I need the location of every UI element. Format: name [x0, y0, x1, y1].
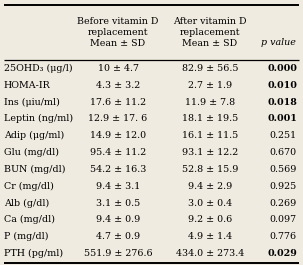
- Text: 9.2 ± 0.6: 9.2 ± 0.6: [188, 215, 232, 224]
- Text: 0.776: 0.776: [270, 232, 297, 241]
- Text: After vitamin D
replacement
Mean ± SD: After vitamin D replacement Mean ± SD: [173, 17, 247, 48]
- Text: 3.1 ± 0.5: 3.1 ± 0.5: [96, 198, 140, 207]
- Text: Cr (mg/dl): Cr (mg/dl): [4, 182, 54, 191]
- Text: 52.8 ± 15.9: 52.8 ± 15.9: [182, 165, 238, 174]
- Text: Alb (g/dl): Alb (g/dl): [4, 198, 49, 208]
- Text: 0.001: 0.001: [267, 114, 297, 123]
- Text: Ins (μiu/ml): Ins (μiu/ml): [4, 98, 60, 107]
- Text: 54.2 ± 16.3: 54.2 ± 16.3: [90, 165, 146, 174]
- Text: 9.4 ± 2.9: 9.4 ± 2.9: [188, 182, 232, 191]
- Text: 4.7 ± 0.9: 4.7 ± 0.9: [96, 232, 140, 241]
- Text: 25OHD₃ (μg/l): 25OHD₃ (μg/l): [4, 64, 73, 73]
- Text: 0.251: 0.251: [270, 131, 297, 140]
- Text: Adip (μg/ml): Adip (μg/ml): [4, 131, 64, 140]
- Text: 4.3 ± 3.2: 4.3 ± 3.2: [96, 81, 140, 90]
- Text: 0.269: 0.269: [270, 198, 297, 207]
- Text: Leptin (ng/ml): Leptin (ng/ml): [4, 114, 73, 123]
- Text: PTH (pg/ml): PTH (pg/ml): [4, 249, 63, 258]
- Text: 9.4 ± 3.1: 9.4 ± 3.1: [96, 182, 140, 191]
- Text: 95.4 ± 11.2: 95.4 ± 11.2: [90, 148, 146, 157]
- Text: 2.7 ± 1.9: 2.7 ± 1.9: [188, 81, 232, 90]
- Text: 10 ± 4.7: 10 ± 4.7: [98, 64, 138, 73]
- Text: 4.9 ± 1.4: 4.9 ± 1.4: [188, 232, 232, 241]
- Text: 0.670: 0.670: [270, 148, 297, 157]
- Text: 434.0 ± 273.4: 434.0 ± 273.4: [176, 249, 244, 258]
- Text: p value: p value: [261, 38, 295, 47]
- Text: 82.9 ± 56.5: 82.9 ± 56.5: [182, 64, 238, 73]
- Text: Glu (mg/dl): Glu (mg/dl): [4, 148, 59, 157]
- Text: 0.925: 0.925: [270, 182, 297, 191]
- Text: 14.9 ± 12.0: 14.9 ± 12.0: [90, 131, 146, 140]
- Text: 0.569: 0.569: [270, 165, 297, 174]
- Text: 9.4 ± 0.9: 9.4 ± 0.9: [96, 215, 140, 224]
- Text: 0.000: 0.000: [267, 64, 297, 73]
- Text: 16.1 ± 11.5: 16.1 ± 11.5: [182, 131, 238, 140]
- Text: 17.6 ± 11.2: 17.6 ± 11.2: [90, 98, 146, 107]
- Text: BUN (mg/dl): BUN (mg/dl): [4, 165, 65, 174]
- Text: 0.018: 0.018: [267, 98, 297, 107]
- Text: 0.010: 0.010: [267, 81, 297, 90]
- Text: HOMA-IR: HOMA-IR: [4, 81, 51, 90]
- Text: 18.1 ± 19.5: 18.1 ± 19.5: [182, 114, 238, 123]
- Text: P (mg/dl): P (mg/dl): [4, 232, 48, 241]
- Text: 551.9 ± 276.6: 551.9 ± 276.6: [84, 249, 152, 258]
- Text: 11.9 ± 7.8: 11.9 ± 7.8: [185, 98, 235, 107]
- Text: 93.1 ± 12.2: 93.1 ± 12.2: [182, 148, 238, 157]
- Text: Ca (mg/dl): Ca (mg/dl): [4, 215, 55, 224]
- Text: 3.0 ± 0.4: 3.0 ± 0.4: [188, 198, 232, 207]
- Text: 12.9 ± 17. 6: 12.9 ± 17. 6: [88, 114, 148, 123]
- Text: 0.029: 0.029: [267, 249, 297, 258]
- Text: Before vitamin D
replacement
Mean ± SD: Before vitamin D replacement Mean ± SD: [77, 17, 159, 48]
- Text: 0.097: 0.097: [270, 215, 297, 224]
